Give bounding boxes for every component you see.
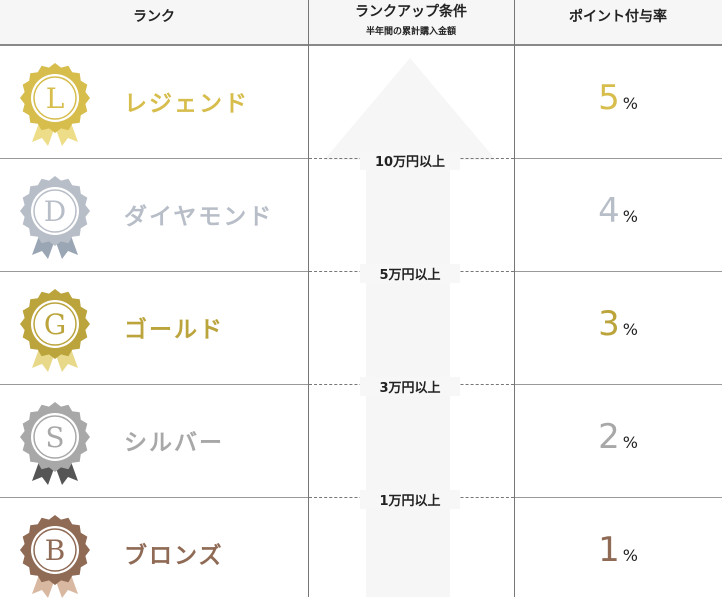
rank-row: B ブロンズ 1%: [0, 498, 722, 611]
rank-row: L レジェンド 5%: [0, 46, 722, 159]
rank-name: ブロンズ: [124, 543, 224, 569]
svg-text:D: D: [44, 195, 66, 228]
rank-badge-icon: G: [18, 288, 92, 372]
rank-badge-icon: L: [18, 62, 92, 146]
rank-name: ダイヤモンド: [124, 204, 274, 230]
rank-up-arrow-icon: [0, 0, 722, 597]
rank-row: D ダイヤモンド 4%: [0, 159, 722, 272]
rank-badge-icon: B: [18, 514, 92, 598]
row-divider: [514, 384, 722, 385]
rank-badge-icon: S: [18, 401, 92, 485]
table-header: ランク ランクアップ条件 半年間の累計購入金額 ポイント付与率: [0, 0, 722, 46]
point-rate: 1%: [598, 530, 638, 570]
svg-text:L: L: [46, 82, 65, 115]
header-rate: ポイント付与率: [569, 9, 667, 25]
rank-up-condition: 5万円以上: [360, 264, 460, 283]
header-condition: ランクアップ条件 半年間の累計購入金額: [355, 4, 467, 37]
rank-up-condition: 10万円以上: [360, 151, 460, 170]
rank-badge-icon: D: [18, 175, 92, 259]
point-rate: 4%: [598, 191, 638, 231]
column-divider: [514, 0, 515, 597]
rank-up-condition: 1万円以上: [360, 490, 460, 509]
svg-text:B: B: [45, 534, 66, 567]
row-divider: [0, 497, 308, 498]
row-divider: [0, 384, 308, 385]
row-divider: [0, 158, 308, 159]
row-divider: [514, 158, 722, 159]
row-divider: [514, 271, 722, 272]
header-rank: ランク: [133, 9, 175, 25]
rank-up-condition: 3万円以上: [360, 377, 460, 396]
svg-text:S: S: [45, 421, 64, 454]
rank-name: レジェンド: [124, 91, 249, 117]
column-divider: [308, 0, 309, 597]
rank-name: ゴールド: [124, 317, 224, 343]
rank-row: S シルバー 2%: [0, 385, 722, 498]
point-rate: 3%: [598, 304, 638, 344]
rank-row: G ゴールド 3%: [0, 272, 722, 385]
row-divider: [0, 271, 308, 272]
point-rate: 5%: [598, 78, 638, 118]
svg-text:G: G: [44, 308, 66, 341]
point-rate: 2%: [598, 417, 638, 457]
rank-name: シルバー: [124, 430, 224, 456]
row-divider: [514, 497, 722, 498]
